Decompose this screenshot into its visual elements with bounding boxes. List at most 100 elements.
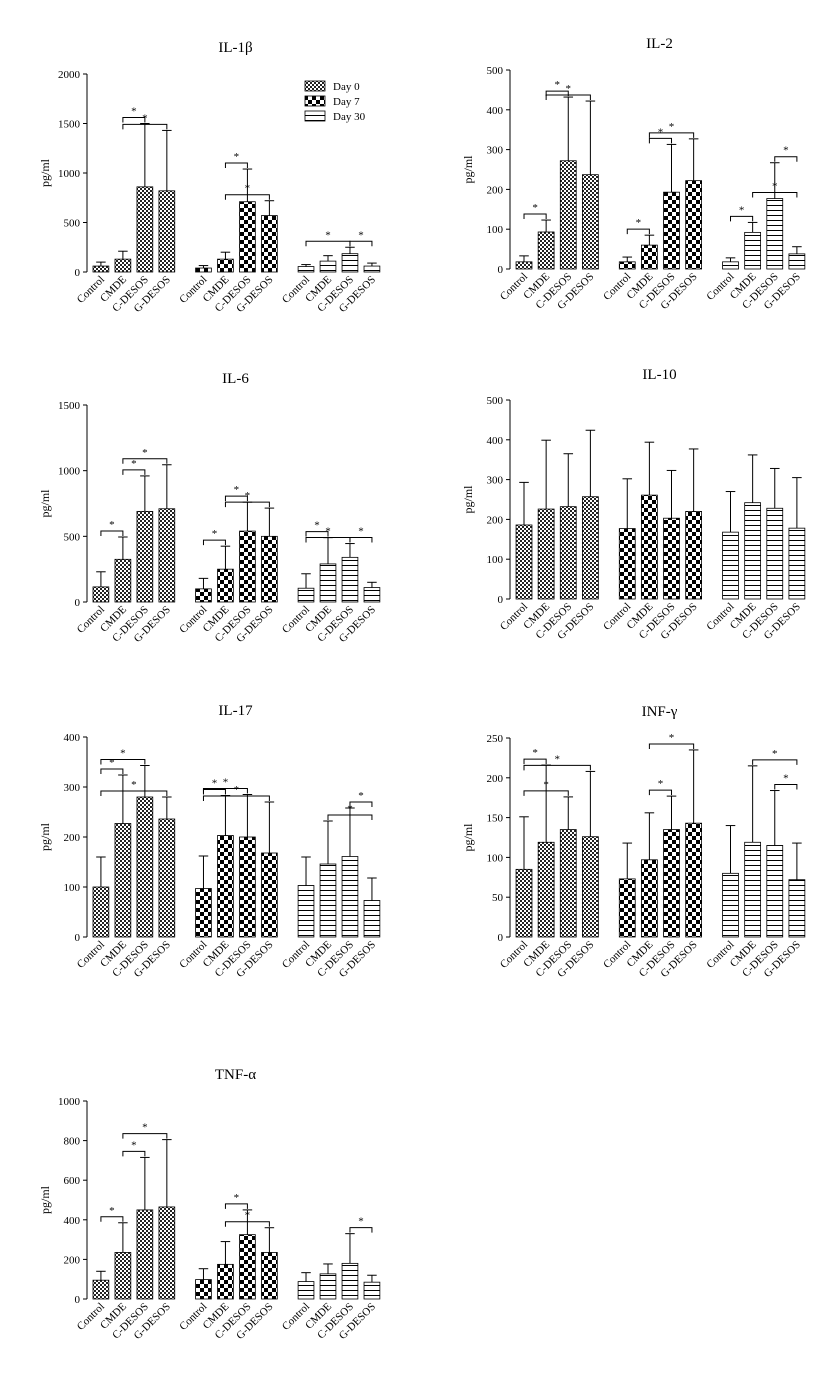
significance-bracket — [774, 156, 798, 162]
significance-mark: * — [142, 1122, 148, 1134]
significance-bracket — [545, 90, 569, 97]
y-tick-label: 150 — [487, 813, 504, 825]
significance-bracket — [224, 162, 248, 169]
bar — [641, 494, 658, 600]
significance-mark: * — [109, 1205, 115, 1217]
bar — [136, 186, 154, 273]
y-tick-label: 600 — [64, 1175, 81, 1187]
significance-mark: * — [234, 784, 240, 796]
significance-bracket — [122, 458, 168, 464]
y-tick-label: 200 — [64, 1254, 81, 1266]
bar — [136, 510, 154, 603]
significance-bracket — [626, 228, 650, 235]
significance-bracket — [523, 790, 569, 796]
bar — [766, 198, 784, 270]
chart-title: IL-1β — [218, 40, 252, 56]
y-tick-label: 0 — [498, 594, 504, 606]
bar — [341, 856, 359, 938]
bar — [559, 506, 577, 600]
y-tick-label: 400 — [64, 732, 81, 744]
legend-label: Day 7 — [333, 96, 360, 108]
significance-bracket — [648, 132, 695, 138]
bar — [239, 530, 256, 603]
y-tick-label: 1500 — [58, 119, 81, 131]
significance-mark: * — [554, 753, 560, 765]
significance-bracket — [100, 1216, 124, 1222]
chart-panel: INF-γ050100150200250pg/mlControlCMDEC-DE… — [461, 704, 806, 980]
chart-title: TNF-α — [215, 1067, 256, 1083]
y-tick-label: 250 — [487, 733, 504, 745]
bar — [136, 796, 154, 938]
legend-swatch — [304, 95, 326, 107]
bar — [582, 496, 599, 600]
significance-bracket — [752, 192, 798, 198]
significance-mark: * — [347, 803, 353, 815]
significance-mark: * — [358, 790, 364, 802]
significance-mark: * — [109, 757, 115, 769]
significance-bracket — [349, 801, 373, 807]
significance-bracket — [224, 1221, 270, 1227]
bar — [685, 822, 703, 938]
significance-bracket — [202, 788, 248, 794]
significance-mark: * — [142, 112, 148, 124]
significance-mark: * — [669, 121, 675, 133]
significance-mark: * — [131, 1139, 137, 1151]
bar — [722, 872, 739, 938]
significance-bracket — [648, 789, 673, 796]
chart-title: IL-17 — [218, 703, 253, 719]
bar — [685, 180, 703, 270]
significance-mark: * — [131, 779, 137, 791]
chart-panel: TNF-α02004006008001000pg/mlControlCMDEC-… — [38, 1067, 381, 1342]
significance-bracket — [305, 240, 351, 247]
significance-mark: * — [658, 778, 664, 790]
legend: Day 0 Day 7 Day 30 — [304, 80, 366, 123]
y-axis-label: pg/ml — [38, 822, 52, 851]
y-tick-label: 100 — [487, 554, 504, 566]
bar — [158, 818, 176, 938]
bar — [722, 261, 739, 270]
significance-bracket — [122, 469, 146, 475]
bar — [217, 568, 234, 603]
chart-panel: IL-6050010001500pg/mlControlCMDEC-DESOSG… — [38, 371, 381, 645]
significance-bracket — [523, 213, 547, 220]
significance-mark: * — [245, 1210, 251, 1222]
y-tick-label: 0 — [498, 932, 504, 944]
significance-mark: * — [325, 229, 331, 241]
bar — [195, 588, 212, 603]
bar — [744, 841, 762, 938]
y-tick-label: 2000 — [58, 69, 81, 81]
bar — [158, 508, 176, 603]
charts-layer: IL-1β0500100015002000pg/mlControlCMDEC-D… — [38, 36, 806, 1342]
y-tick-label: 300 — [64, 782, 81, 794]
significance-mark: * — [223, 777, 229, 789]
bar — [722, 531, 739, 600]
significance-mark: * — [109, 519, 115, 531]
bar — [114, 1252, 132, 1300]
bar — [297, 885, 315, 938]
significance-bracket — [202, 795, 270, 801]
y-tick-label: 400 — [487, 105, 504, 117]
significance-mark: * — [358, 1216, 364, 1228]
bar — [297, 1281, 315, 1300]
bar — [158, 1206, 176, 1300]
significance-bracket — [545, 94, 591, 101]
significance-bracket — [122, 1150, 146, 1157]
chart-title: INF-γ — [642, 704, 678, 720]
y-tick-label: 50 — [492, 892, 504, 904]
bar — [537, 841, 555, 938]
y-tick-label: 100 — [487, 852, 504, 864]
y-tick-label: 1000 — [58, 466, 81, 478]
chart-panel: IL-20100200300400500pg/mlControlCMDEC-DE… — [461, 36, 806, 312]
significance-bracket — [224, 194, 270, 200]
significance-bracket — [224, 495, 248, 502]
bar — [618, 528, 636, 600]
significance-mark: * — [543, 779, 549, 791]
chart-panel: IL-1β0500100015002000pg/mlControlCMDEC-D… — [38, 40, 381, 315]
y-tick-label: 800 — [64, 1136, 81, 1148]
bar — [92, 586, 110, 603]
chart-title: IL-2 — [646, 36, 673, 52]
bar — [195, 267, 212, 273]
chart-panel: IL-170100200300400pg/mlControlCMDEC-DESO… — [38, 703, 381, 980]
significance-bracket — [349, 1227, 373, 1233]
bar — [766, 507, 784, 600]
